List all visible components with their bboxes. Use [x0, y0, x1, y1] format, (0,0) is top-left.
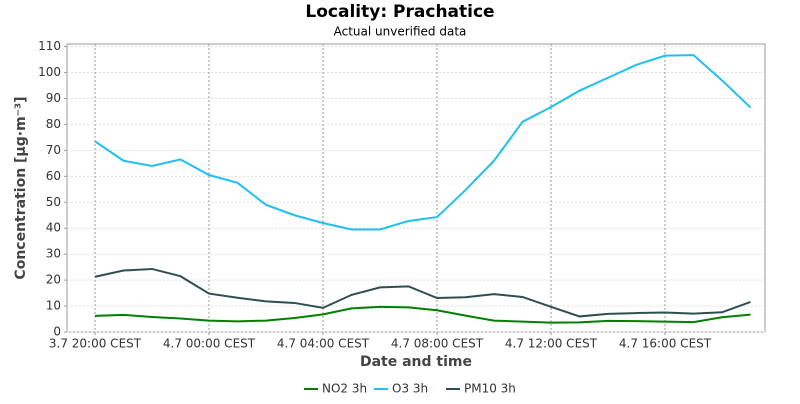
y-tick-label: 70: [46, 143, 61, 157]
x-tick-label: 4.7 12:00 CEST: [505, 337, 598, 351]
x-tick-label: 4.7 16:00 CEST: [619, 337, 712, 351]
series-line: [94, 305, 751, 324]
x-axis-label: Date and time: [360, 354, 472, 370]
y-axis-label: Concentration [µg·m⁻³]: [13, 96, 29, 279]
legend-label: PM10 3h: [464, 382, 516, 396]
x-tick-label: 3.7 20:00 CEST: [49, 337, 142, 351]
y-tick-label: 110: [38, 39, 61, 53]
y-tick-label: 10: [46, 299, 61, 313]
y-tick-label: 100: [38, 65, 61, 79]
y-tick-label: 60: [46, 169, 61, 183]
chart-title: Locality: Prachatice: [305, 2, 494, 22]
y-tick-label: 80: [46, 117, 61, 131]
series-line: [94, 54, 752, 231]
legend-label: NO2 3h: [322, 382, 367, 396]
legend-label: O3 3h: [392, 382, 428, 396]
y-tick-label: 90: [46, 91, 61, 105]
x-tick-label: 4.7 08:00 CEST: [391, 337, 484, 351]
y-tick-label: 50: [46, 195, 61, 209]
x-tick-label: 4.7 00:00 CEST: [163, 337, 256, 351]
y-tick-label: 30: [46, 247, 61, 261]
chart-subtitle: Actual unverified data: [334, 25, 467, 39]
y-tick-label: 0: [53, 325, 61, 339]
plot-area: [66, 43, 766, 333]
series-line: [94, 267, 751, 318]
y-tick-label: 20: [46, 273, 61, 287]
y-tick-label: 40: [46, 221, 61, 235]
x-tick-label: 4.7 04:00 CEST: [277, 337, 370, 351]
